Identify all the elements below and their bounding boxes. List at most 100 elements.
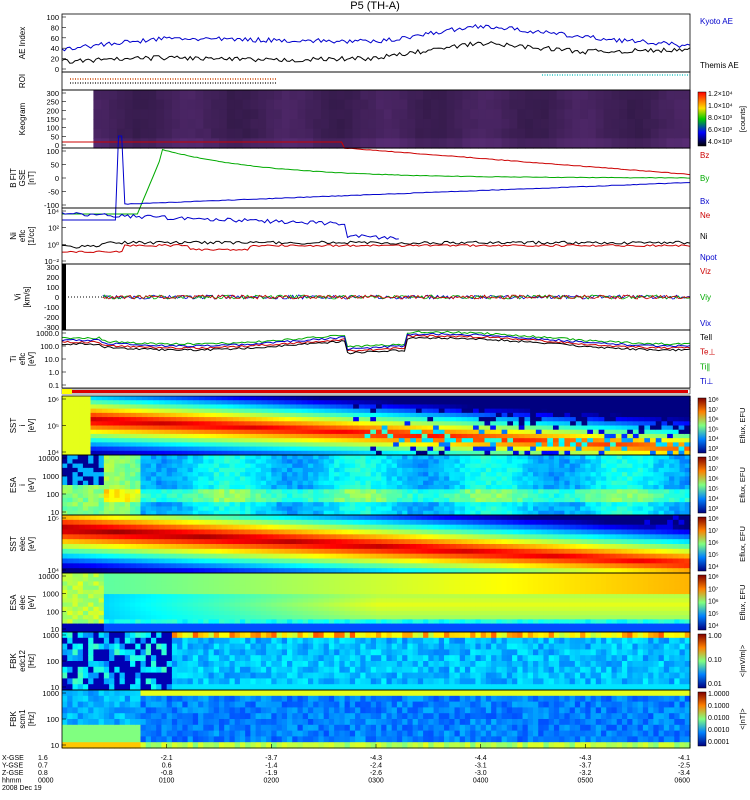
xaxis-tick-label: -3.0: [475, 770, 487, 777]
bfield-legend-By: By: [700, 174, 709, 183]
velocity-legend-Viy: Viy: [700, 293, 711, 302]
esa_ion-ytick: 100: [46, 490, 59, 499]
sst_elec-colorbar-title-text: Eflux, EFU: [738, 526, 747, 562]
temperature-ylabel-line: Ti: [9, 356, 18, 363]
bx-series: [62, 135, 690, 221]
xaxis-tick-label: 0200: [264, 778, 280, 785]
fbk_scm-colorbar-tick: 0.1000: [708, 703, 730, 710]
bfield-ylabel-line: [nT]: [27, 171, 36, 185]
keogram-colorbar-tick: 1.0×10⁴: [708, 103, 733, 110]
temp-series-1: [61, 334, 691, 352]
sst_ion-colorbar-tick: 10⁶: [708, 417, 719, 424]
sst_ion-colorbar-tick: 10³: [708, 446, 719, 453]
temperature-legend-Ti⊥: Ti⊥: [700, 377, 713, 386]
xaxis-row-label: X-GSE: [2, 755, 24, 762]
sst_elec-ylabel-line: elec: [18, 537, 27, 552]
fbk_scm-ytick: 1000: [42, 689, 59, 698]
sst_ion-ytick: 10⁴: [47, 448, 59, 457]
ae-series-1: [61, 41, 691, 64]
keogram-colorbar-tick: 4.0×10³: [708, 139, 733, 146]
fbk_edc-colorbar-tick: 0.10: [708, 657, 722, 664]
esa_elec-ylabel-line: ESA: [9, 594, 18, 611]
xaxis-tick-label: -3.2: [579, 770, 591, 777]
bfield-ylabel-line: GSE: [18, 170, 27, 187]
sst_elec-colorbar-tick: 10⁴: [708, 564, 719, 571]
temperature-legend-Te⊥: Te⊥: [700, 348, 715, 357]
temperature-ytick: 100.0: [40, 342, 59, 351]
keogram-ytick: 0: [55, 141, 59, 150]
esa_ion-colorbar: [697, 456, 707, 514]
ae-ylabel: AE Index: [18, 27, 27, 59]
temperature-ylabel: Ti eflc [eV]: [9, 352, 36, 366]
fbk_scm-ylabel-line: [Hz]: [27, 712, 36, 726]
xaxis-tick-label: -3.7: [579, 763, 591, 770]
by-series: [62, 148, 691, 215]
xaxis-tick-label: -1.9: [265, 770, 277, 777]
temperature-ytick: 10.0: [44, 355, 59, 364]
sst_elec-colorbar-tick: 10⁷: [708, 528, 719, 535]
xaxis-row-label: Y-GSE: [2, 763, 23, 770]
temperature-ylabel-line: [eV]: [27, 352, 36, 366]
fbk_scm-colorbar-title: <|nT|>: [738, 708, 747, 730]
ae-ytick: 20: [51, 55, 59, 64]
fbk_scm-colorbar-tick: 1.0000: [708, 691, 730, 698]
esa_elec-ytick: 100: [46, 607, 59, 616]
npot-series: [61, 212, 399, 240]
xaxis-tick-label: -4.1: [678, 755, 690, 762]
sst_ion-colorbar-title-text: Eflux, EFU: [738, 408, 747, 444]
esa_elec-colorbar-title: Eflux, EFU: [738, 585, 747, 621]
xaxis-tick-label: -1.4: [265, 763, 277, 770]
sst_elec-colorbar-tick: 10⁸: [708, 516, 719, 523]
esa_elec-colorbar-title-text: Eflux, EFU: [738, 585, 747, 621]
density-ylabel-line: eflc: [18, 230, 27, 242]
ae-ytick: 40: [51, 44, 59, 53]
xaxis-tick-label: 0.7: [38, 763, 48, 770]
esa_elec-ylabel-line: [eV]: [27, 595, 36, 609]
keogram-ylabel-line: Keogram: [18, 102, 27, 135]
fbk_edc-spectrogram: [62, 632, 691, 691]
ae-legend-Themis AE: Themis AE: [700, 61, 739, 70]
density-ytick: 10⁴: [47, 207, 59, 216]
esa_ion-ytick: 10: [51, 508, 59, 517]
vel-series-2: [102, 294, 691, 300]
esa_elec-colorbar-tick: 10⁷: [708, 586, 719, 593]
esa_elec-colorbar: [697, 574, 707, 631]
sst_elec-spectrogram: [62, 515, 691, 574]
fbk_scm-ytick: 10: [51, 741, 59, 750]
velocity-ylabel-line: [km/s]: [23, 286, 32, 307]
mode-strip-slow: [62, 389, 72, 394]
xaxis-tick-label: -0.8: [161, 770, 173, 777]
velocity-ylabel: Vi [km/s]: [14, 286, 32, 307]
temp-series-0: [61, 330, 691, 348]
xaxis-tick-label: 0400: [473, 778, 489, 785]
temperature-ytick: 1000.0: [36, 329, 59, 338]
esa_elec-spectrogram: [62, 573, 691, 633]
sst_elec-colorbar-tick: 10⁵: [708, 552, 719, 559]
esa_elec-ytick: 10: [51, 625, 59, 634]
sst_elec-ylabel-line: [eV]: [27, 537, 36, 551]
density-ylabel-line: Ni: [9, 232, 18, 240]
esa_elec-ylabel: ESA elec [eV]: [9, 594, 36, 611]
fbk_scm-ylabel-line: scm1: [18, 709, 27, 729]
xaxis-tick-label: -3.4: [678, 770, 690, 777]
temperature-ylabel-line: eflc: [18, 353, 27, 365]
fbk_scm-colorbar-title-text: <|nT|>: [738, 708, 747, 730]
bfield-legend-Bz: Bz: [700, 151, 709, 160]
keogram-colorbar-tick: 8.0×10³: [708, 115, 733, 122]
bz-series: [62, 141, 691, 176]
esa_ion-colorbar-title-text: Eflux, EFU: [738, 467, 747, 503]
sst_elec-colorbar-title: Eflux, EFU: [738, 526, 747, 562]
ae-legend-Kyoto AE: Kyoto AE: [700, 17, 733, 26]
fbk_scm-ytick: 100: [46, 715, 59, 724]
density-ylabel-line: [1/cc]: [27, 226, 36, 245]
keogram-ytick: 250: [46, 98, 59, 107]
plot-title: P5 (TH-A): [350, 0, 400, 12]
velocity-ytick: -100: [44, 303, 59, 312]
roi-bars: [70, 74, 690, 84]
xaxis-row-label: hhmm: [2, 778, 22, 785]
ae-ytick: 60: [51, 34, 59, 43]
xaxis-tick-label: 0.6: [162, 763, 172, 770]
fbk_scm-spectrogram: [62, 690, 691, 749]
bfield-ytick: 100: [46, 147, 59, 156]
